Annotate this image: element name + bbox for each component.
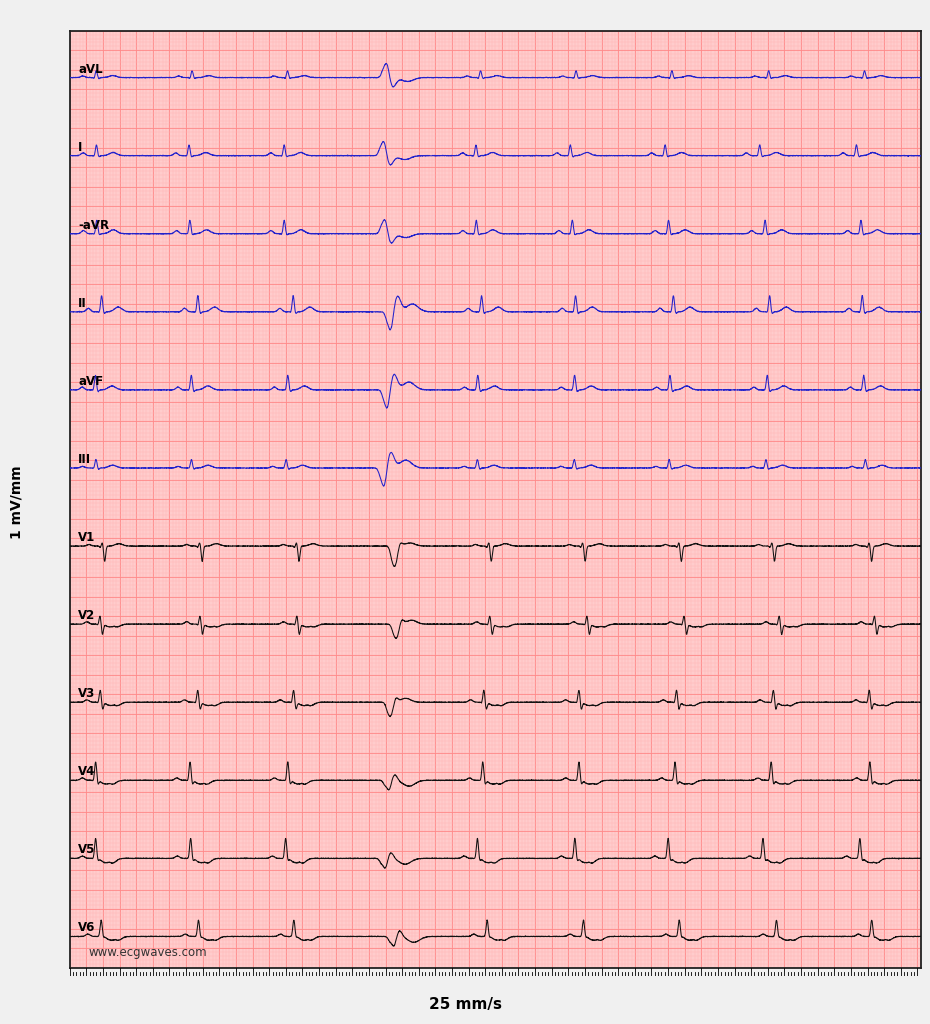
Text: 25 mm/s: 25 mm/s bbox=[429, 996, 501, 1012]
Text: aVL: aVL bbox=[78, 62, 102, 76]
Text: V2: V2 bbox=[78, 609, 95, 623]
Text: V1: V1 bbox=[78, 531, 95, 544]
Text: I: I bbox=[78, 140, 83, 154]
Text: V4: V4 bbox=[78, 765, 96, 778]
Text: V6: V6 bbox=[78, 922, 96, 935]
Text: V3: V3 bbox=[78, 687, 95, 700]
Text: V5: V5 bbox=[78, 844, 96, 856]
Text: III: III bbox=[78, 453, 91, 466]
Text: www.ecgwaves.com: www.ecgwaves.com bbox=[88, 946, 207, 959]
Text: II: II bbox=[78, 297, 86, 310]
Text: -aVR: -aVR bbox=[78, 219, 109, 231]
Text: aVF: aVF bbox=[78, 375, 103, 388]
Text: 1 mV/mm: 1 mV/mm bbox=[9, 465, 24, 539]
